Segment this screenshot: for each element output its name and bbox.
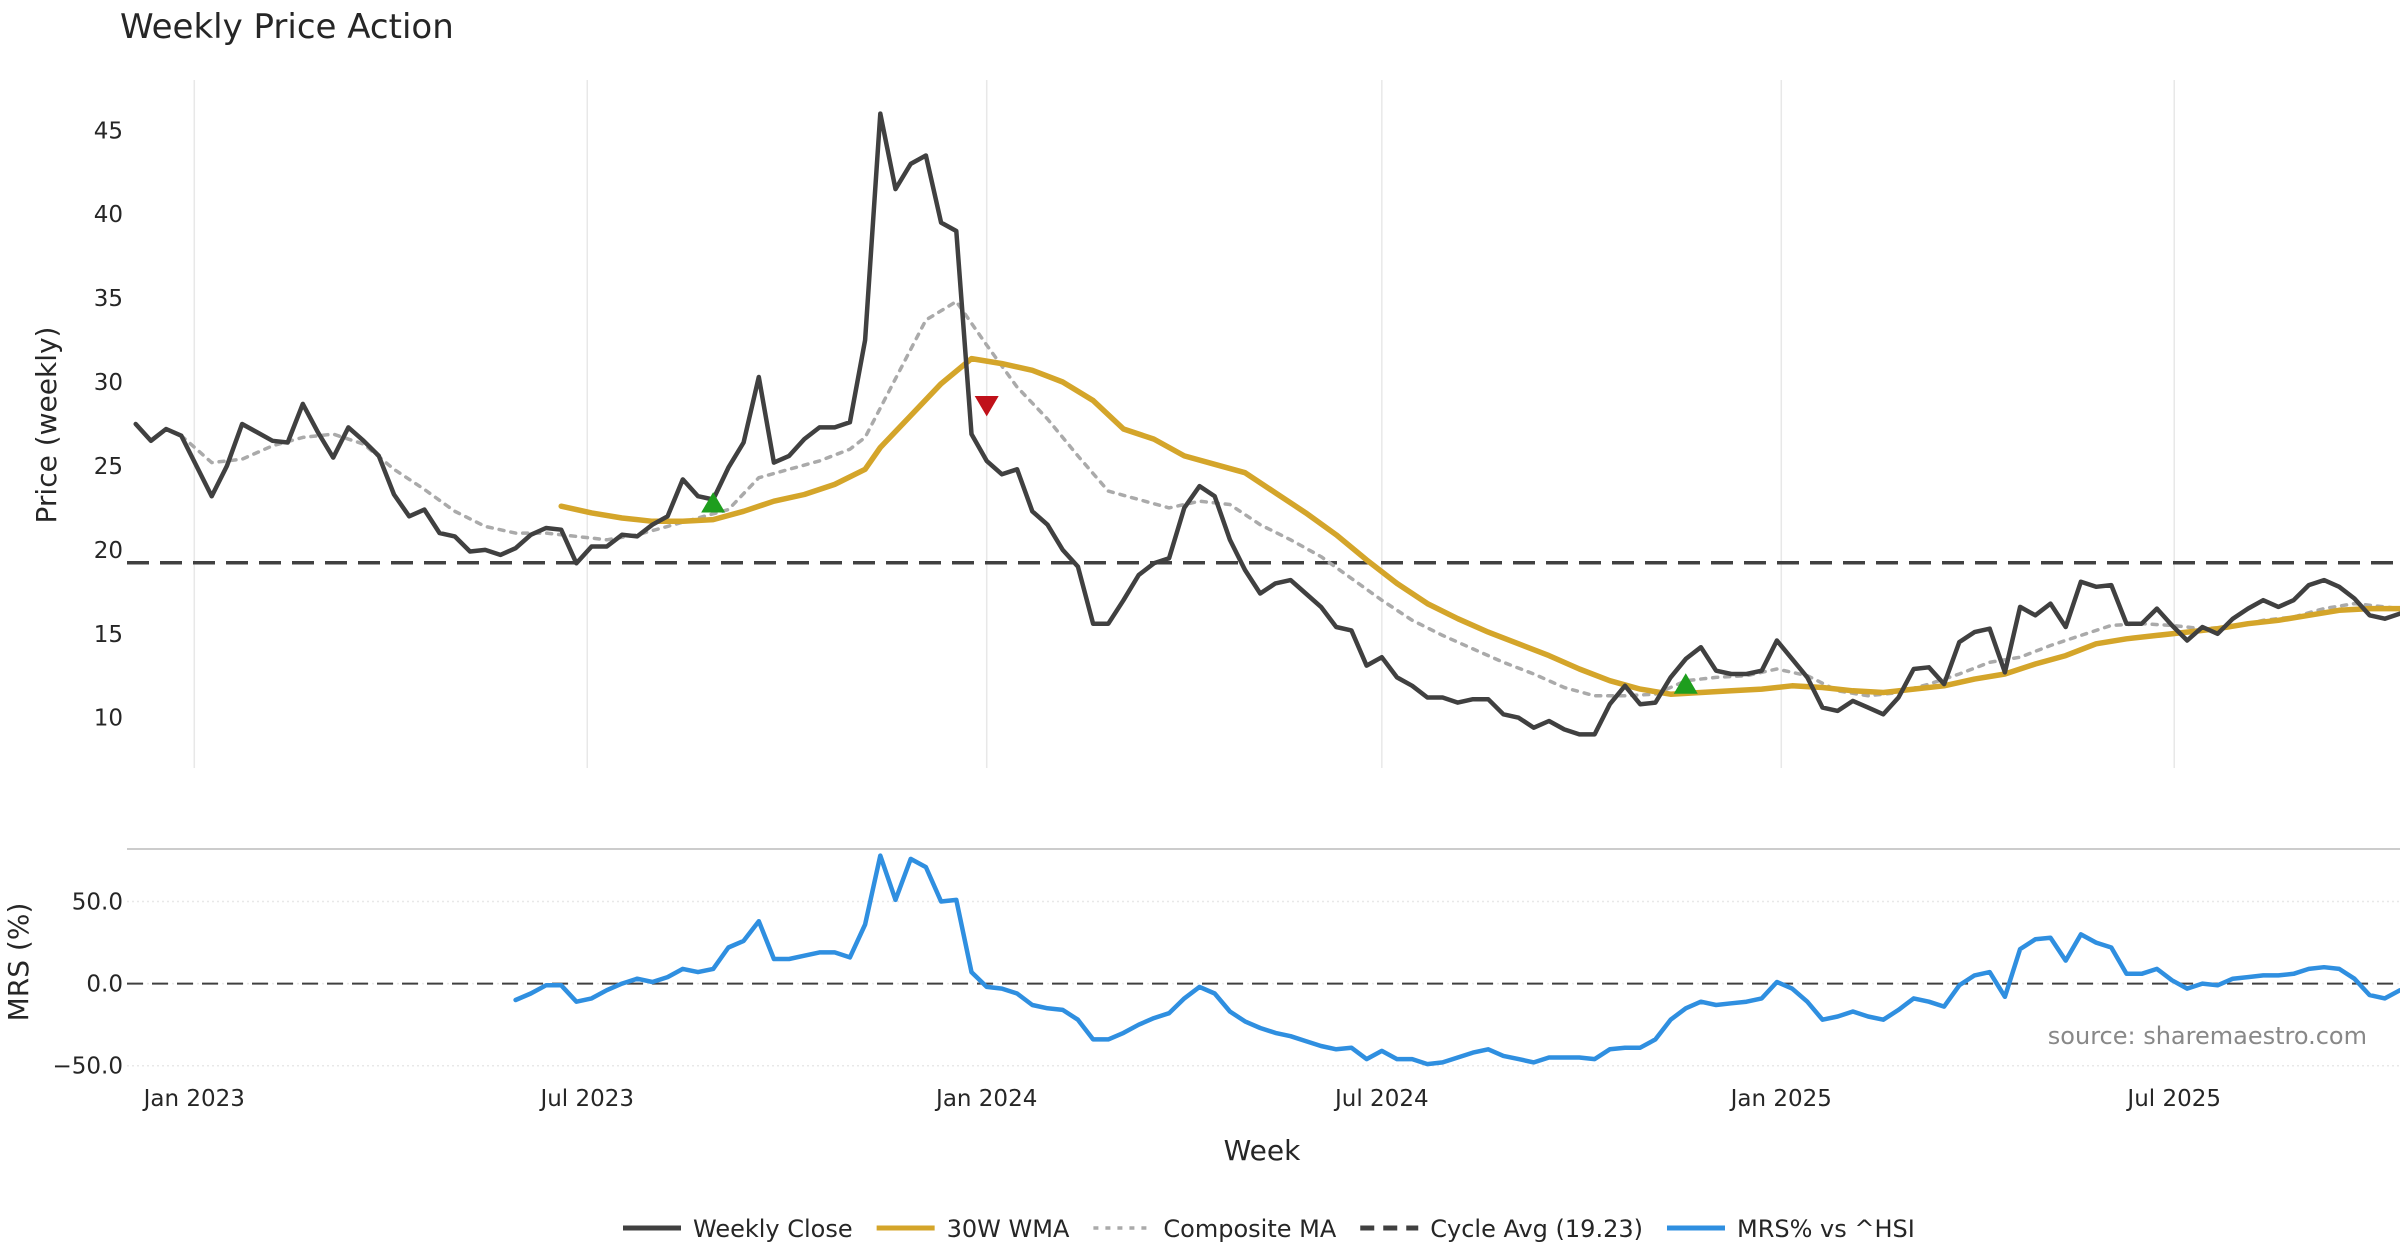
x-tick-label: Jul 2025 (2125, 1086, 2221, 1112)
source-label: source: sharemaestro.com (2048, 1022, 2367, 1050)
legend-label: Composite MA (1163, 1215, 1336, 1243)
price-y-tick-label: 20 (94, 538, 123, 564)
mrs-y-tick-label: −50.0 (53, 1054, 123, 1080)
legend-label: Weekly Close (693, 1215, 853, 1243)
buy-signal-marker (701, 492, 726, 513)
price-y-axis-label: Price (weekly) (30, 327, 63, 524)
x-tick-label: Jan 2024 (934, 1086, 1037, 1112)
price-y-tick-label: 25 (94, 454, 123, 480)
price-y-tick-label: 10 (94, 706, 123, 732)
price-y-tick-label: 45 (94, 118, 123, 144)
legend-label: Cycle Avg (19.23) (1430, 1215, 1643, 1243)
x-tick-label: Jan 2023 (142, 1086, 245, 1112)
price-panel-gridlines (193, 80, 2175, 768)
x-tick-label: Jan 2025 (1729, 1086, 1832, 1112)
mrs-series (513, 853, 2400, 1067)
price-y-tick-label: 30 (94, 370, 123, 396)
x-axis-ticks: Jan 2023 Jul 2023 Jan 2024 Jul 2024 Jan 2025… (142, 1086, 2221, 1112)
series-30w-wma-line (558, 355, 2400, 697)
legend-label: MRS% vs ^HSI (1737, 1215, 1915, 1243)
mrs-y-tick-label: 0.0 (86, 972, 123, 998)
price-y-tick-label: 35 (94, 286, 123, 312)
legend: Weekly Close 30W WMA Composite MA Cycle Avg… (623, 1215, 1915, 1243)
series-composite-ma-line (179, 299, 2400, 698)
series-weekly-close-line (133, 111, 2400, 737)
price-y-ticks: 10 15 20 25 30 35 40 45 (94, 118, 123, 731)
price-series (133, 111, 2400, 737)
chart-title: Weekly Price Action (120, 7, 454, 47)
signal-markers (701, 395, 1698, 694)
x-axis-label: Week (1224, 1134, 1301, 1167)
legend-label: 30W WMA (947, 1215, 1070, 1243)
mrs-y-tick-label: 50.0 (72, 890, 123, 916)
x-tick-label: Jul 2023 (538, 1086, 634, 1112)
x-tick-label: Jul 2024 (1333, 1086, 1429, 1112)
sell-signal-marker (974, 395, 999, 417)
price-y-tick-label: 15 (94, 622, 123, 648)
series-mrs-vs-hsi-line (513, 853, 2400, 1067)
mrs-y-ticks: 50.0 0.0 −50.0 (53, 890, 123, 1080)
price-y-tick-label: 40 (94, 202, 123, 228)
buy-signal-marker (1673, 673, 1698, 694)
mrs-y-axis-label: MRS (%) (2, 903, 35, 1022)
